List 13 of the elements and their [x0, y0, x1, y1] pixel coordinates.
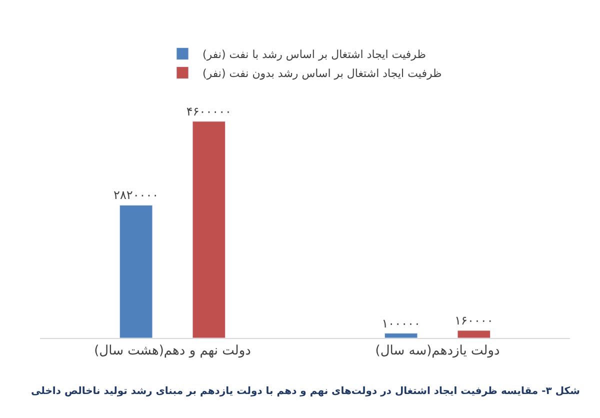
bar: [384, 333, 418, 338]
x-tick-label: دولت نهم و دهم(هشت سال): [94, 344, 252, 359]
data-label: ۱۰۰۰۰۰: [382, 316, 420, 330]
bar: [119, 204, 153, 338]
legend-label: ظرفیت ایجاد اشتغال بر اساس رشد بدون نفت (نفر): [202, 66, 442, 80]
x-tick-label: دولت یازدهم(سه سال): [375, 344, 500, 359]
bar: [457, 330, 491, 338]
text: شکل ۳- مقایسه ظرفیت ایجاد اشتغال در دولت‌های نهم و دهم با دولت یازدهم بر مبنای رشد تولید ناخالص داخلی: [31, 386, 580, 397]
data-label: ۲۸۲۰۰۰۰: [114, 188, 159, 202]
bar: [192, 121, 226, 338]
legend-label: ظرفیت ایجاد اشتغال بر اساس رشد با نفت (نفر): [202, 48, 426, 61]
data-label: ۱۶۰۰۰۰: [454, 313, 494, 328]
data-label: ۴۶۰۰۰۰۰: [186, 104, 232, 118]
